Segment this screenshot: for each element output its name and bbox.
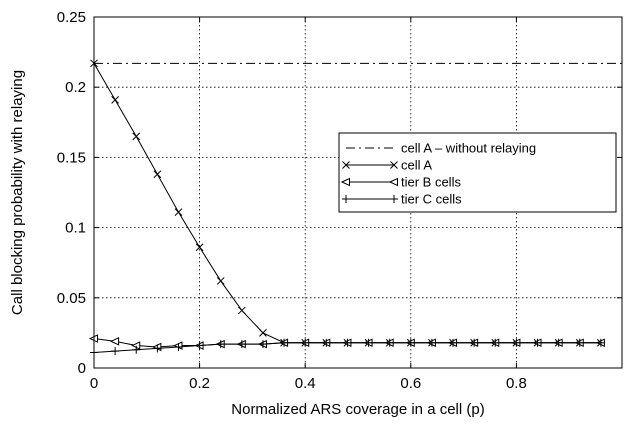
- data-point: [132, 132, 141, 141]
- legend-item: tier B cells: [340, 175, 461, 190]
- y-tick-label: 0.25: [57, 9, 86, 26]
- x-tick-label: 0.8: [506, 375, 527, 392]
- data-point: [449, 338, 458, 347]
- data-point: [406, 338, 415, 347]
- data-point: [554, 338, 563, 347]
- data-point: [237, 306, 246, 315]
- data-point: [342, 195, 350, 203]
- data-point: [301, 338, 310, 347]
- data-point: [596, 338, 605, 347]
- data-point: [280, 338, 289, 347]
- y-tick-label: 0.05: [57, 290, 86, 307]
- x-tick-label: 0.6: [400, 375, 421, 392]
- data-point: [322, 338, 331, 347]
- x-axis-label: Normalized ARS coverage in a cell (p): [231, 401, 484, 418]
- y-tick-label: 0.15: [57, 149, 86, 166]
- data-point: [216, 340, 225, 349]
- x-tick-label: 0.4: [295, 375, 316, 392]
- data-point: [512, 338, 521, 347]
- legend: cell A – without relaying cell A tier B ce…: [338, 132, 617, 213]
- data-point: [533, 338, 542, 347]
- tick-labels: 0 0.2 0.4 0.6 0.8 0 0.05 0.1 0.15 0.2 0.25: [57, 9, 527, 392]
- data-point: [575, 338, 584, 347]
- y-tick-label: 0.1: [65, 220, 86, 237]
- data-point: [111, 95, 119, 104]
- x-tick-label: 0: [90, 375, 98, 392]
- data-point: [491, 338, 500, 347]
- data-point: [216, 277, 225, 285]
- data-point: [195, 243, 204, 252]
- legend-label: cell A – without relaying: [401, 141, 536, 156]
- legend-item: tier C cells: [342, 192, 462, 207]
- data-point: [111, 347, 120, 356]
- data-point: [470, 338, 479, 347]
- data-point: [132, 345, 141, 354]
- data-point: [237, 340, 246, 349]
- data-point: [343, 338, 352, 347]
- data-point: [390, 195, 398, 203]
- data-point: [388, 177, 398, 187]
- series-layer: [88, 59, 622, 357]
- data-point: [153, 170, 162, 179]
- legend-item: cell A – without relaying: [346, 141, 536, 156]
- legend-label: cell A: [401, 158, 432, 173]
- data-point: [109, 337, 120, 346]
- x-tick-label: 0.2: [189, 375, 210, 392]
- data-point: [364, 338, 373, 347]
- plot-frame: [93, 16, 623, 369]
- data-point: [195, 341, 204, 350]
- data-point: [385, 338, 394, 347]
- data-point: [258, 340, 267, 349]
- data-point: [342, 161, 350, 169]
- data-point: [174, 342, 183, 351]
- data-point: [153, 344, 162, 353]
- data-point: [259, 329, 267, 337]
- data-point: [174, 208, 183, 217]
- y-tick-label: 0.2: [65, 79, 86, 96]
- data-point: [390, 161, 398, 169]
- series-tier-c-cells: [90, 338, 605, 357]
- data-point: [340, 177, 350, 187]
- legend-label: tier B cells: [401, 175, 461, 190]
- y-axis-label: Call blocking probability with relaying: [9, 70, 26, 315]
- legend-item: cell A: [342, 158, 432, 173]
- data-point: [427, 338, 436, 347]
- y-tick-label: 0: [78, 360, 86, 377]
- legend-label: tier C cells: [401, 192, 462, 207]
